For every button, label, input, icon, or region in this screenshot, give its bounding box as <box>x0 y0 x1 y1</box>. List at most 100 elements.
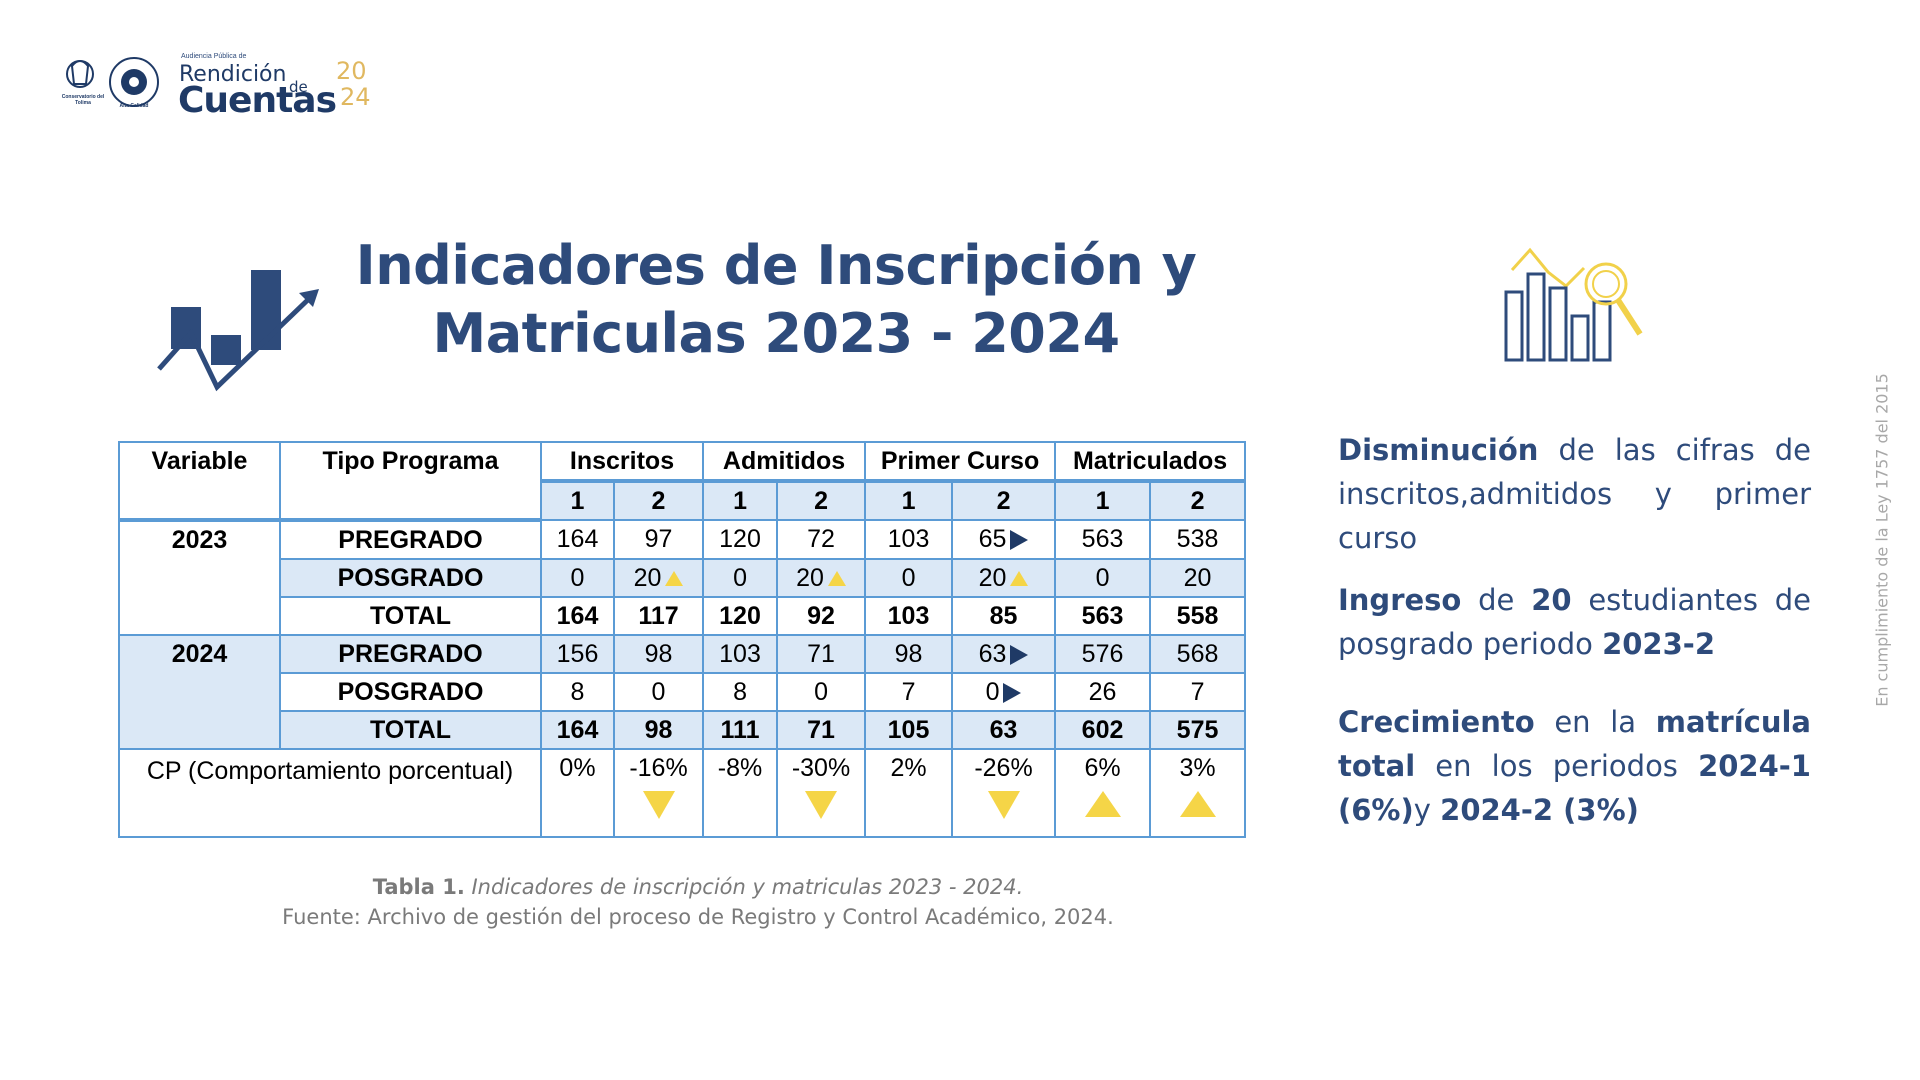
trend-marker <box>665 571 684 587</box>
trend-marker <box>1010 644 1029 665</box>
body-row: POSGRADO 8 0 8 0 7 0 26 7 <box>119 672 1247 712</box>
data-cell: -26% <box>951 748 1057 838</box>
data-cell: 105 <box>864 710 954 750</box>
cell-value: -16% <box>629 754 688 782</box>
analysis-icon <box>1504 247 1643 362</box>
growth-icon <box>157 270 319 392</box>
program-cell: TOTAL <box>279 596 542 636</box>
data-cell: 576 <box>1054 634 1152 674</box>
data-cell: 26 <box>1054 672 1152 712</box>
data-cell: 3% <box>1149 748 1247 838</box>
cell-value: 20 <box>633 563 662 592</box>
data-cell: 0 <box>540 558 615 598</box>
data-cell: 71 <box>776 634 867 674</box>
data-cell: -16% <box>612 748 705 838</box>
trend-marker <box>805 791 838 819</box>
logo-word: Cuentas <box>178 80 337 121</box>
note-text: estudiantes de posgrado periodo <box>1338 583 1812 661</box>
note-text: Disminución <box>1338 433 1539 467</box>
body-row: 2023 PREGRADO 164 97 120 72 103 65 563 538 <box>118 519 1247 636</box>
logo-word: Rendición <box>179 62 287 87</box>
cell-value: 3% <box>1179 754 1216 782</box>
trend-marker <box>827 571 846 587</box>
program-cell: POSGRADO <box>279 672 542 712</box>
footer-row: CP (Comportamiento porcentual) 0% -16% -8% -… <box>118 748 1247 838</box>
note-text: 20 <box>1531 583 1572 617</box>
logo-emblems <box>66 57 159 107</box>
header-cell: Primer Curso <box>864 441 1057 483</box>
cell-value: 65 <box>978 525 1007 553</box>
data-cell: 97 <box>612 519 705 560</box>
logo-word: de <box>289 78 308 96</box>
header-cell: Variable <box>118 441 281 522</box>
data-cell: 0 <box>1054 558 1152 598</box>
subheader-cell: 2 <box>776 480 867 521</box>
subheader-cell: 1 <box>864 480 954 521</box>
year-cell: 2023 <box>118 519 281 636</box>
data-cell: 20 <box>612 558 705 598</box>
subheader-cell: 2 <box>951 480 1057 521</box>
logo-year: 24 <box>340 83 371 111</box>
note-text: matrícula total <box>1338 705 1811 783</box>
data-cell: 103 <box>864 596 954 636</box>
data-cell: -8% <box>702 748 779 838</box>
data-cell: 92 <box>776 596 867 636</box>
caption-source: Fuente: Archivo de gestión del proceso d… <box>282 905 1114 929</box>
data-cell: 0 <box>612 672 705 712</box>
data-cell: 65 <box>951 519 1057 560</box>
subheader-cell: 1 <box>702 480 779 521</box>
trend-marker <box>1003 682 1022 703</box>
logo-seal: Alta Calidad <box>119 103 149 109</box>
footer-label: CP (Comportamiento porcentual) <box>118 748 542 838</box>
logo-school: Conservatorio del Tolima <box>61 94 105 106</box>
body-row: TOTAL 164 98 111 71 105 63 602 575 <box>119 710 1247 750</box>
note-text: en la <box>1534 705 1656 739</box>
data-cell: 164 <box>540 519 615 560</box>
subheader-cell: 1 <box>540 480 615 521</box>
program-cell: POSGRADO <box>279 558 542 598</box>
note-text: de las cifras de inscritos,admitidos y p… <box>1338 433 1811 555</box>
data-cell: 558 <box>1149 596 1247 636</box>
data-cell: 20 <box>1149 558 1247 598</box>
data-cell: 0 <box>702 558 779 598</box>
data-cell: 8 <box>540 672 615 712</box>
trend-marker <box>987 791 1020 819</box>
data-cell: 98 <box>612 634 705 674</box>
caption-label: Tabla 1. <box>372 875 465 899</box>
cell-value: 6% <box>1084 754 1121 782</box>
header-cell: Admitidos <box>702 441 867 483</box>
legal-note: En cumplimiento de la Ley 1757 del 2015 <box>1872 373 1892 707</box>
data-cell: 20 <box>951 558 1057 598</box>
subheader-cell: 2 <box>612 480 705 521</box>
trend-marker <box>642 791 675 819</box>
note: Disminución de las cifras de inscritos,a… <box>1338 428 1811 560</box>
data-cell: 85 <box>951 596 1057 636</box>
data-cell: 538 <box>1149 519 1247 560</box>
note-text: Ingreso <box>1338 583 1462 617</box>
data-cell: 164 <box>540 596 615 636</box>
data-cell: 602 <box>1054 710 1152 750</box>
caption-line: Tabla 1. Indicadores de inscripción y ma… <box>180 872 1216 902</box>
header-cell: Inscritos <box>539 441 705 483</box>
caption-text: Indicadores de inscripción y matriculas … <box>471 875 1024 899</box>
data-cell: 0 <box>951 672 1057 712</box>
note-text: 2024-1 (6%) <box>1338 749 1811 827</box>
cell-value: 20 <box>796 563 824 592</box>
cell-value: -26% <box>974 754 1033 782</box>
data-cell: 563 <box>1054 519 1152 560</box>
data-cell: -30% <box>776 748 867 838</box>
data-cell: 111 <box>702 710 779 750</box>
data-cell: 0% <box>540 748 615 838</box>
data-cell: 568 <box>1149 634 1247 674</box>
data-cell: 120 <box>702 596 779 636</box>
data-cell: 103 <box>864 519 954 560</box>
data-cell: 117 <box>612 596 705 636</box>
program-cell: TOTAL <box>279 710 542 750</box>
program-cell: PREGRADO <box>279 519 542 560</box>
data-cell: 575 <box>1149 710 1247 750</box>
header-cell: Tipo Programa <box>279 441 542 522</box>
cell-value: 20 <box>978 563 1007 592</box>
note-text: Crecimiento <box>1338 705 1535 739</box>
